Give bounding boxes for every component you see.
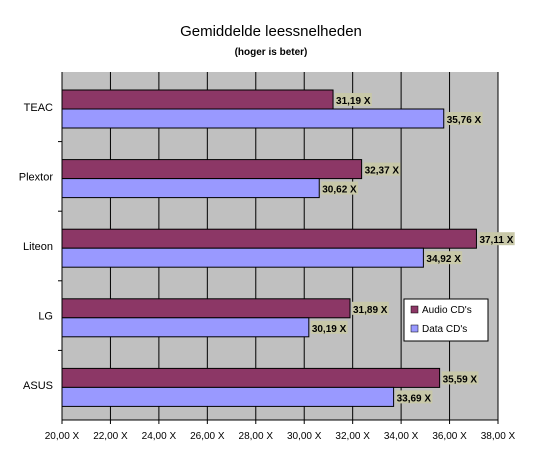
bar-data: [61, 178, 320, 199]
category-label: ASUS: [23, 380, 53, 392]
data-label: 31,89 X: [353, 305, 388, 316]
bar-data: [61, 317, 310, 338]
data-label: 31,19 X: [336, 96, 371, 107]
bar-data: [61, 386, 395, 407]
x-tick-label: 22,00 X: [93, 431, 128, 442]
x-tick-label: 32,00 X: [335, 431, 370, 442]
bar-audio: [61, 89, 334, 110]
data-label-background: [335, 93, 372, 106]
x-tick-label: 24,00 X: [142, 431, 177, 442]
chart-title: Gemiddelde leessnelheden: [180, 23, 362, 40]
bar-audio: [61, 367, 441, 388]
data-label: 35,76 X: [447, 115, 482, 126]
category-label: Plextor: [19, 171, 54, 183]
bar-audio: [61, 228, 477, 249]
legend-label-audio: Audio CD's: [422, 305, 472, 316]
bar-audio: [61, 298, 351, 319]
x-tick-label: 26,00 X: [190, 431, 225, 442]
data-label: 37,11 X: [479, 235, 513, 246]
data-label: 30,62 X: [322, 185, 357, 196]
data-label: 34,92 X: [426, 254, 461, 265]
data-label: 35,59 X: [443, 374, 478, 385]
data-label-background: [478, 232, 515, 246]
x-tick-label: 38,00 X: [481, 431, 516, 442]
axes: 20,00 X 22,00 X 24,00 X 26,00 X 28,00 X 30,00…: [19, 72, 516, 442]
data-label: 33,69 X: [397, 393, 432, 404]
data-label: 32,37 X: [365, 166, 400, 177]
category-label: TEAC: [24, 102, 53, 114]
data-label-background: [395, 390, 433, 404]
legend-swatch-data: [410, 324, 419, 333]
legend-label-data: Data CD's: [422, 324, 467, 335]
x-tick-label: 34,00 X: [384, 431, 419, 442]
data-label-background: [310, 320, 348, 334]
x-tick-label: 36,00 X: [432, 431, 467, 442]
data-label-background: [425, 251, 463, 265]
bar-data: [61, 108, 445, 129]
chart-subtitle: (hoger is beter): [235, 47, 308, 58]
x-tick-label: 20,00 X: [45, 431, 80, 442]
category-label: Liteon: [23, 241, 53, 253]
category-label: LG: [38, 311, 53, 323]
bar-data: [61, 247, 424, 268]
bar-audio: [61, 159, 363, 180]
legend: Audio CD's Data CD's: [403, 298, 489, 342]
data-labels: 31,19 X 35,76 X 32,37 X 30,62 X 37,11 X 34,92…: [310, 93, 515, 404]
data-label: 30,19 X: [312, 324, 347, 335]
legend-swatch-audio: [410, 305, 419, 314]
x-tick-label: 30,00 X: [287, 431, 322, 442]
data-label-background: [352, 301, 389, 315]
data-label-background: [441, 371, 479, 385]
data-label-background: [363, 162, 401, 176]
x-tick-label: 28,00 X: [239, 431, 274, 442]
data-label-background: [321, 181, 359, 195]
data-label-background: [445, 112, 483, 125]
